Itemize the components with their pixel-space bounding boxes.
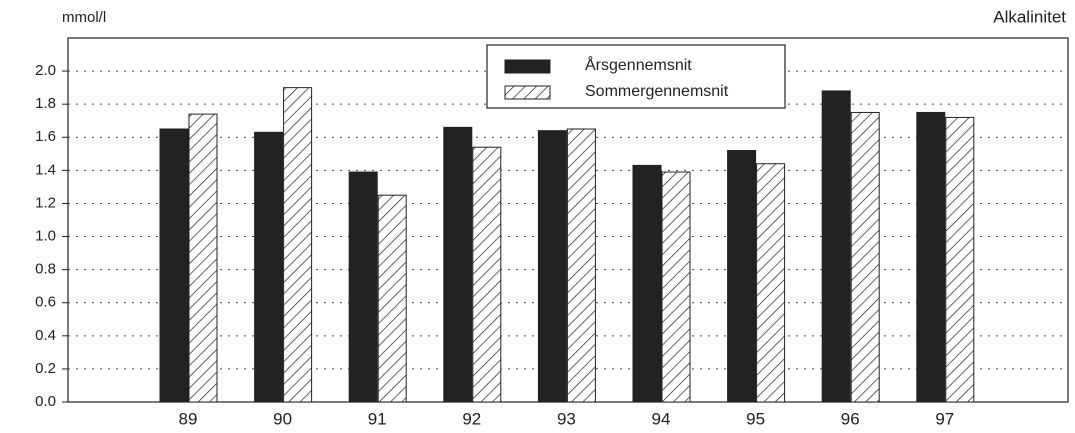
bar [472, 146, 502, 403]
x-tick-label: 93 [557, 409, 576, 428]
x-tick-label: 94 [652, 409, 671, 428]
y-tick-label: 0.8 [35, 261, 56, 278]
y-tick-label: 0.2 [35, 360, 56, 377]
bar [443, 126, 473, 403]
y-tick-label: 0.0 [35, 393, 56, 410]
bar [632, 164, 662, 403]
legend-swatch [504, 85, 551, 100]
y-tick-label: 1.0 [35, 228, 56, 245]
bar [850, 111, 880, 403]
bar [159, 128, 189, 403]
bar [756, 163, 786, 403]
bar [188, 113, 218, 403]
legend-swatch [504, 59, 551, 74]
y-axis-label: mmol/l [62, 9, 106, 26]
y-tick-label: 1.6 [35, 128, 56, 145]
bar [254, 131, 284, 403]
x-tick-label: 89 [179, 409, 198, 428]
x-tick-label: 91 [368, 409, 387, 428]
x-tick-label: 97 [935, 409, 954, 428]
y-tick-label: 0.6 [35, 294, 56, 311]
y-tick-label: 1.8 [35, 95, 56, 112]
bar [945, 116, 975, 403]
bar [566, 128, 596, 403]
bar [916, 111, 946, 403]
bar [377, 194, 407, 403]
y-tick-label: 1.4 [35, 161, 56, 178]
x-tick-label: 90 [273, 409, 292, 428]
x-tick-label: 96 [841, 409, 860, 428]
y-tick-label: 1.2 [35, 194, 56, 211]
legend-label: Årsgennemsnit [585, 55, 692, 74]
bar [727, 150, 757, 403]
x-tick-label: 95 [746, 409, 765, 428]
y-tick-label: 2.0 [35, 62, 56, 79]
bar [661, 171, 691, 403]
x-tick-label: 92 [462, 409, 481, 428]
bar [821, 90, 851, 403]
y-tick-label: 0.4 [35, 327, 56, 344]
chart-title: Alkalinitet [993, 7, 1066, 26]
bar [537, 130, 567, 403]
bar [348, 171, 378, 403]
legend-label: Sommergennemsnit [585, 83, 729, 100]
bar [283, 87, 313, 403]
